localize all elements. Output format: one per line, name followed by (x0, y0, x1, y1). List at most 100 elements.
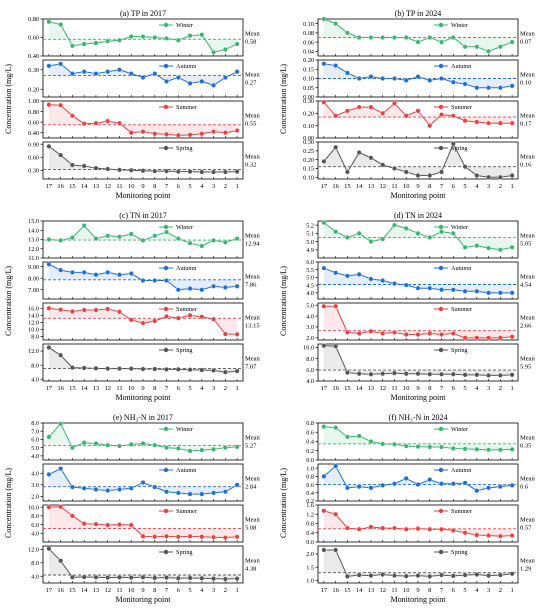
data-point (140, 34, 146, 40)
data-point (116, 120, 122, 126)
data-point (427, 123, 433, 129)
x-tick-label: 17 (46, 587, 53, 594)
data-point (427, 526, 433, 532)
data-point (116, 67, 122, 73)
data-point (474, 288, 480, 294)
data-point (450, 79, 456, 85)
data-point (368, 485, 374, 491)
legend-marker (438, 22, 444, 28)
data-point (116, 522, 122, 528)
data-point (321, 61, 327, 67)
x-tick-label: 14 (356, 385, 363, 392)
data-point (368, 524, 374, 530)
data-point (211, 534, 217, 540)
y-tick-label: 3.0 (306, 324, 314, 331)
legend-label: Autumn (451, 63, 471, 70)
data-point (368, 74, 374, 80)
data-point (403, 371, 409, 377)
data-point (58, 237, 64, 243)
data-point (474, 488, 480, 494)
data-point (187, 491, 193, 497)
x-tick-label: 8 (428, 385, 431, 392)
data-point (391, 441, 397, 447)
legend-marker (163, 104, 169, 110)
data-point (344, 234, 350, 240)
mean-value: 4.38 (245, 566, 256, 573)
data-point (403, 332, 409, 338)
legend-label: Autumn (176, 63, 196, 70)
mean-word: Mean (245, 435, 261, 442)
data-point (234, 444, 240, 450)
y-tick-label: 0.4 (306, 439, 314, 446)
data-point (415, 230, 421, 236)
x-tick-label: 9 (416, 183, 419, 190)
data-point (93, 365, 99, 371)
legend-marker (438, 426, 444, 432)
x-tick-label: 11 (391, 385, 397, 392)
chart-title: (e) NH₃-N in 2017 (113, 413, 173, 422)
data-point (46, 345, 52, 351)
data-point (93, 165, 99, 171)
data-point (497, 533, 503, 539)
x-tick-label: 2 (499, 587, 502, 594)
data-point (368, 276, 374, 282)
data-point (187, 240, 193, 246)
data-point (128, 317, 134, 323)
y-tick-label: 5.0 (306, 275, 314, 282)
x-tick-label: 11 (116, 587, 122, 594)
data-point (486, 447, 492, 453)
y-tick-label: 5.0 (31, 445, 39, 452)
data-point (368, 35, 374, 41)
data-point (175, 490, 181, 496)
x-tick-label: 15 (344, 385, 351, 392)
mean-value: 5.27 (245, 443, 257, 450)
mean-value: 12.94 (245, 241, 260, 248)
x-tick-label: 6 (177, 587, 181, 594)
x-tick-label: 3 (212, 587, 215, 594)
data-point (93, 236, 99, 242)
y-tick-label: 6.0 (31, 437, 39, 444)
x-tick-label: 2 (499, 183, 502, 190)
x-tick-label: 16 (57, 385, 64, 392)
legend-marker (438, 549, 444, 555)
data-point (46, 546, 52, 552)
y-tick-label: 8.0 (31, 362, 39, 369)
data-point (391, 100, 397, 106)
data-point (403, 573, 409, 579)
x-tick-label: 9 (141, 587, 144, 594)
data-point (211, 169, 217, 175)
data-point (222, 130, 228, 136)
data-point (116, 443, 122, 449)
data-point (234, 128, 240, 134)
data-point (474, 532, 480, 538)
y-axis-label: Concentration (mg/L) (4, 64, 13, 134)
data-point (105, 166, 111, 172)
mean-word: Mean (245, 233, 261, 240)
legend-marker (438, 224, 444, 230)
data-point (403, 77, 409, 83)
data-point (427, 330, 433, 336)
data-point (234, 236, 240, 242)
legend-marker (163, 224, 169, 230)
mean-word: Mean (520, 315, 536, 322)
y-tick-label: 12.0 (28, 547, 39, 554)
x-tick-label: 7 (440, 587, 444, 594)
data-point (368, 328, 374, 334)
data-point (439, 169, 445, 175)
y-tick-label: 1.00 (28, 98, 39, 105)
x-tick-label: 11 (116, 183, 122, 190)
data-point (128, 575, 134, 581)
y-tick-label: 11.0 (28, 255, 39, 262)
mean-word: Mean (520, 274, 536, 281)
x-tick-label: 13 (368, 385, 375, 392)
x-tick-label: 4 (475, 587, 479, 594)
y-tick-label: 5.0 (306, 302, 314, 309)
data-point (403, 526, 409, 532)
x-tick-label: 2 (224, 385, 227, 392)
x-tick-label: 16 (57, 587, 64, 594)
y-axis-label: Concentration (mg/L) (279, 468, 288, 538)
data-point (321, 473, 327, 479)
x-tick-label: 14 (81, 587, 88, 594)
